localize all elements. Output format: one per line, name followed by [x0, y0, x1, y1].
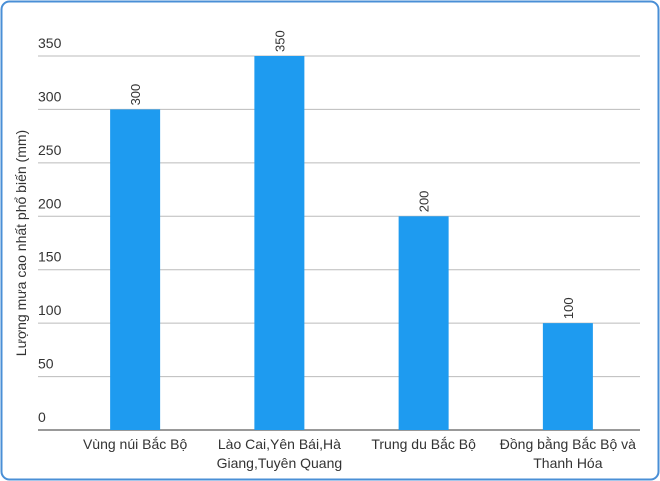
x-tick-label: Đồng bằng Bắc Bộ và Thanh Hóa	[499, 436, 636, 471]
y-tick-label: 300	[38, 88, 62, 104]
y-tick-label: 50	[38, 356, 54, 372]
bar	[254, 56, 305, 430]
y-tick-label: 150	[38, 249, 62, 265]
value-label: 350	[272, 30, 287, 52]
y-tick-label: 350	[38, 35, 62, 51]
y-tick-label: 250	[38, 142, 62, 158]
value-label: 200	[417, 191, 432, 213]
bar	[398, 216, 449, 430]
value-label: 100	[561, 297, 576, 319]
bar	[110, 109, 161, 430]
y-axis-label: Lượng mưa cao nhất phổ biến (mm)	[13, 130, 29, 356]
y-tick-label: 0	[38, 409, 46, 425]
x-tick-label: Trung du Bắc Bộ	[371, 436, 476, 452]
x-tick-label: Lào Cai,Yên Bái,Hà Giang,Tuyên Quang	[216, 436, 343, 471]
bar	[542, 323, 593, 430]
y-tick-label: 200	[38, 195, 62, 211]
x-tick-label: Vùng núi Bắc Bộ	[82, 436, 188, 452]
y-tick-label: 100	[38, 302, 62, 318]
value-label: 300	[128, 84, 143, 106]
